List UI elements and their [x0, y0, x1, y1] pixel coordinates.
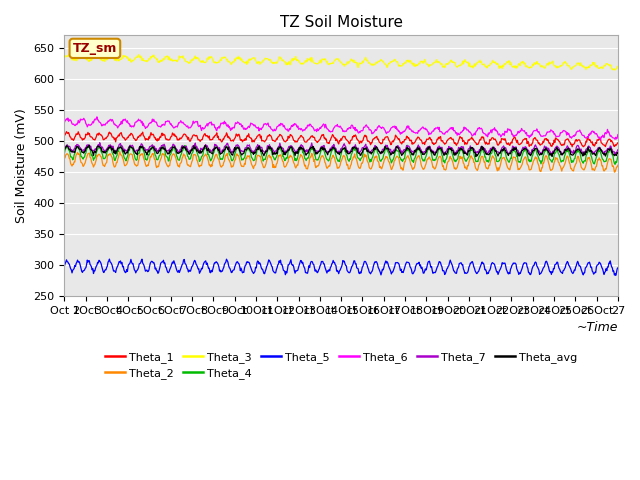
Theta_6 — [414, 131, 422, 136]
Theta_avg — [472, 154, 480, 159]
Line: Theta_4: Theta_4 — [65, 145, 618, 164]
Theta_4 — [397, 157, 405, 163]
Theta_3 — [77, 51, 85, 57]
Theta_4 — [611, 161, 619, 167]
Theta_6 — [61, 120, 68, 125]
Line: Theta_1: Theta_1 — [65, 132, 618, 147]
Theta_1 — [95, 130, 103, 136]
Theta_1 — [568, 144, 576, 150]
Theta_6 — [383, 131, 390, 136]
Theta_7 — [481, 146, 489, 152]
Theta_3 — [61, 55, 68, 61]
Theta_6 — [397, 130, 405, 135]
Theta_7 — [414, 144, 422, 150]
Theta_7 — [538, 150, 545, 156]
Theta_3 — [481, 63, 489, 69]
Theta_5 — [95, 260, 102, 266]
Theta_1 — [481, 140, 489, 145]
Theta_3 — [614, 63, 621, 69]
Line: Theta_5: Theta_5 — [65, 259, 618, 276]
Theta_5 — [612, 273, 620, 278]
Text: TZ_sm: TZ_sm — [73, 42, 117, 55]
Theta_2 — [481, 159, 489, 165]
Theta_6 — [614, 132, 621, 137]
Theta_avg — [414, 144, 422, 150]
Y-axis label: Soil Moisture (mV): Soil Moisture (mV) — [15, 108, 28, 223]
Theta_avg — [95, 144, 103, 150]
Line: Theta_7: Theta_7 — [65, 143, 618, 155]
Theta_4 — [61, 150, 68, 156]
Theta_2 — [61, 156, 68, 161]
Theta_5 — [538, 269, 545, 275]
Theta_5 — [61, 263, 68, 269]
Theta_3 — [397, 63, 405, 69]
Theta_1 — [397, 140, 405, 146]
Theta_2 — [614, 162, 621, 168]
Theta_3 — [538, 63, 545, 69]
Theta_2 — [116, 149, 124, 155]
Theta_1 — [383, 134, 390, 140]
Theta_6 — [93, 114, 100, 120]
Theta_2 — [538, 165, 545, 171]
Theta_1 — [63, 129, 70, 134]
Theta_3 — [383, 63, 390, 69]
Theta_7 — [95, 142, 102, 147]
Theta_avg — [482, 150, 490, 156]
Theta_1 — [614, 140, 621, 145]
Line: Theta_2: Theta_2 — [65, 152, 618, 172]
Theta_4 — [614, 153, 621, 159]
Theta_1 — [414, 134, 422, 140]
Line: Theta_avg: Theta_avg — [65, 145, 618, 156]
Line: Theta_6: Theta_6 — [65, 117, 618, 140]
Theta_3 — [611, 67, 619, 73]
Theta_3 — [95, 54, 103, 60]
Theta_6 — [481, 131, 489, 137]
Theta_7 — [611, 152, 619, 158]
Theta_avg — [397, 151, 405, 156]
Theta_7 — [96, 140, 104, 145]
Theta_2 — [611, 169, 618, 175]
Title: TZ Soil Moisture: TZ Soil Moisture — [280, 15, 403, 30]
Theta_avg — [538, 151, 546, 156]
Theta_3 — [414, 62, 422, 68]
Theta_6 — [95, 119, 103, 125]
X-axis label: ~Time: ~Time — [577, 322, 618, 335]
Theta_5 — [481, 267, 489, 273]
Theta_7 — [397, 150, 405, 156]
Theta_6 — [538, 133, 545, 139]
Theta_5 — [397, 266, 405, 272]
Legend: Theta_1, Theta_2, Theta_3, Theta_4, Theta_5, Theta_6, Theta_7, Theta_avg: Theta_1, Theta_2, Theta_3, Theta_4, Thet… — [100, 348, 582, 384]
Theta_4 — [538, 158, 545, 164]
Theta_7 — [61, 144, 68, 150]
Theta_2 — [95, 152, 102, 157]
Theta_4 — [414, 147, 422, 153]
Theta_7 — [614, 147, 621, 153]
Theta_avg — [86, 142, 93, 148]
Theta_5 — [106, 256, 113, 262]
Theta_avg — [614, 151, 621, 156]
Theta_4 — [95, 144, 103, 150]
Theta_4 — [63, 142, 71, 148]
Theta_2 — [383, 155, 390, 160]
Theta_1 — [538, 141, 545, 147]
Theta_2 — [414, 154, 422, 160]
Theta_5 — [383, 260, 390, 266]
Theta_avg — [61, 147, 68, 153]
Theta_5 — [414, 261, 422, 266]
Theta_6 — [596, 137, 604, 143]
Theta_7 — [383, 144, 390, 150]
Theta_5 — [614, 265, 621, 271]
Theta_1 — [61, 132, 68, 138]
Theta_avg — [383, 145, 390, 151]
Theta_4 — [383, 146, 390, 152]
Theta_2 — [397, 166, 405, 172]
Theta_4 — [481, 154, 489, 160]
Line: Theta_3: Theta_3 — [65, 54, 618, 70]
